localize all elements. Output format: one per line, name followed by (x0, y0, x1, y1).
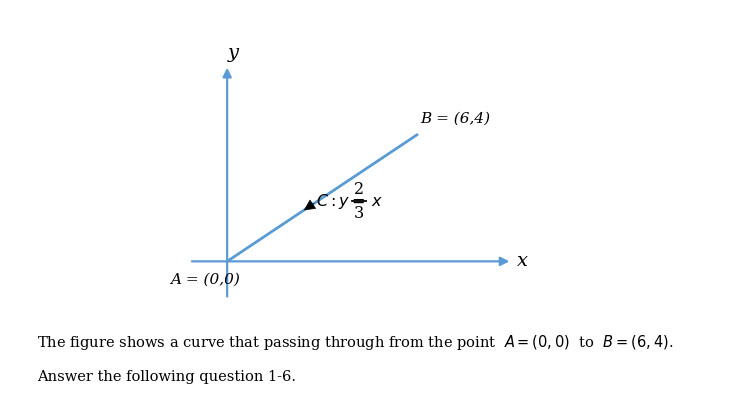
Text: $x$: $x$ (371, 193, 383, 209)
Text: A = (0,0): A = (0,0) (170, 272, 240, 286)
Text: y: y (227, 44, 238, 62)
Text: The figure shows a curve that passing through from the point  $A=(0,0)$  to  $B=: The figure shows a curve that passing th… (37, 333, 673, 352)
Text: B = (6,4): B = (6,4) (420, 112, 490, 126)
Text: 2: 2 (354, 181, 364, 198)
Text: $C:y=$: $C:y=$ (316, 192, 365, 211)
Text: x: x (517, 252, 528, 270)
Text: 3: 3 (353, 205, 364, 222)
Text: Answer the following question 1-6.: Answer the following question 1-6. (37, 370, 297, 384)
